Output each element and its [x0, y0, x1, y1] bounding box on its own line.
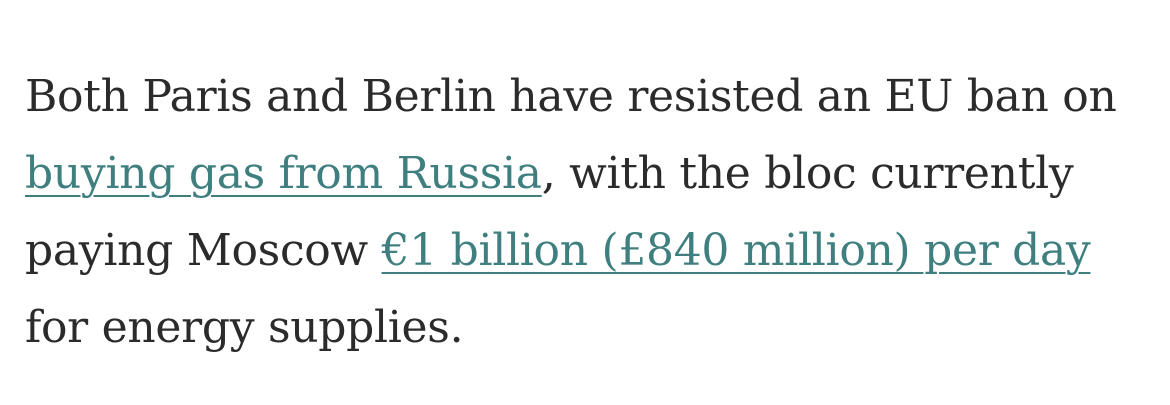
paragraph-text-start: Both Paris and Berlin have resisted an E…	[25, 71, 1117, 122]
article-body: Both Paris and Berlin have resisted an E…	[25, 58, 1145, 366]
article-paragraph: Both Paris and Berlin have resisted an E…	[25, 58, 1145, 366]
paragraph-text-middle: , with the bloc currently paying Moscow	[25, 148, 1074, 276]
link-buying-gas-from-russia[interactable]: buying gas from Russia	[25, 148, 542, 199]
link-daily-payment-amount[interactable]: €1 billion (£840 million) per day	[381, 225, 1091, 276]
paragraph-text-end: for energy supplies.	[25, 302, 464, 353]
